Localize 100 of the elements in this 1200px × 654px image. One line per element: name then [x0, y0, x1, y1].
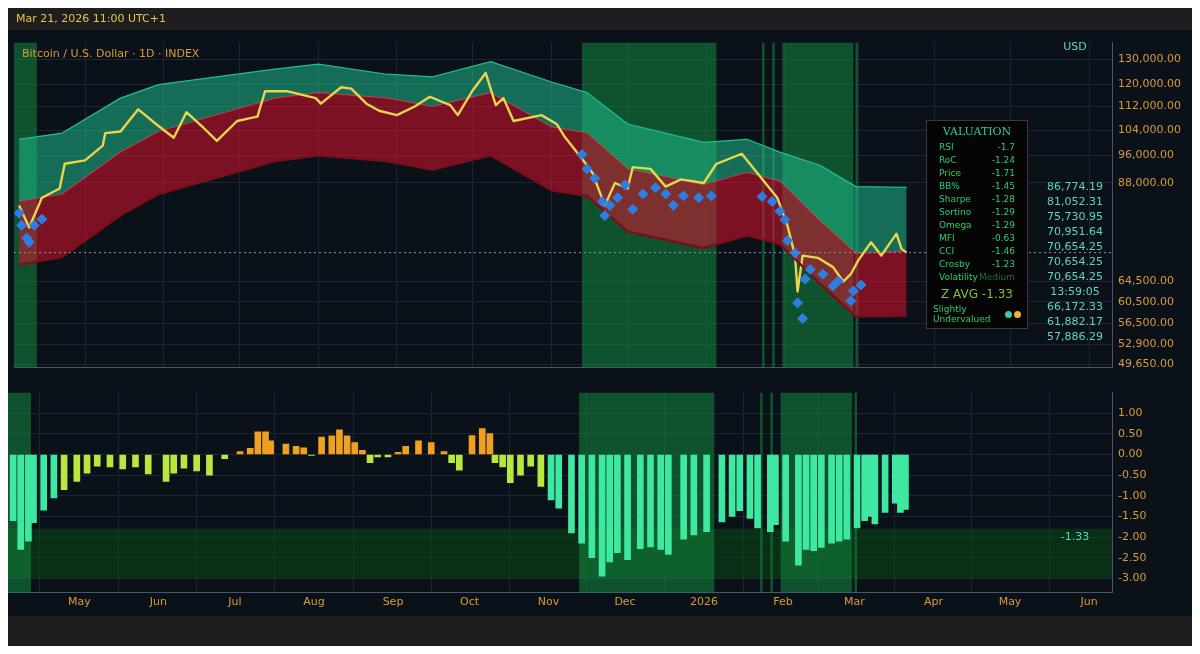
x-tick-label: Sep: [382, 595, 404, 609]
annotation: 70,951.64: [1046, 225, 1104, 239]
point: [599, 210, 611, 222]
bar: [881, 454, 889, 513]
x-tick-label: Apr: [924, 595, 944, 609]
point: [766, 196, 778, 208]
point: [799, 273, 811, 285]
bar: [40, 454, 48, 511]
bar: [718, 454, 726, 523]
bar: [527, 454, 535, 467]
point: [756, 191, 768, 203]
point: [667, 199, 679, 211]
y-tick-label: -1.00: [1118, 488, 1147, 502]
category-label: Crosby: [939, 258, 971, 271]
bar: [119, 454, 127, 470]
point: [650, 182, 662, 194]
category-label: Volatility: [939, 271, 978, 284]
point: [36, 213, 48, 225]
bar: [132, 454, 139, 468]
annotation: 70,654.25: [1046, 270, 1104, 284]
y-tick-label: 130,000.00: [1118, 52, 1181, 66]
data-label: -1.7: [997, 141, 1015, 154]
y-tick-label: 1.00: [1118, 406, 1143, 420]
point: [604, 199, 616, 211]
bar: [427, 442, 435, 455]
point: [797, 313, 809, 325]
bar: [193, 454, 200, 472]
point: [779, 214, 791, 226]
point: [832, 275, 844, 287]
point: [845, 295, 857, 307]
point: [16, 219, 28, 231]
data-label: -1.29: [991, 206, 1015, 219]
bar: [537, 454, 545, 487]
x-tick-label: May: [998, 595, 1022, 609]
point: [774, 205, 786, 217]
point: [660, 188, 672, 200]
bar: [221, 454, 229, 459]
x-tick-label: May: [68, 595, 92, 609]
y-tick-label: -1.50: [1118, 509, 1147, 523]
category-label: RoC: [939, 154, 957, 167]
y-tick-label: 104,000.00: [1118, 122, 1181, 136]
bar: [647, 454, 654, 548]
point: [789, 247, 801, 259]
x-tick-label: Feb: [773, 595, 793, 609]
x-tick-label: 2026: [690, 595, 719, 609]
point: [705, 190, 717, 202]
point: [28, 219, 40, 231]
y-tick-label: 0.00: [1118, 447, 1143, 461]
point: [589, 172, 601, 184]
category-label: MFI: [939, 232, 955, 245]
bar: [578, 454, 585, 544]
point: [693, 192, 705, 204]
data-label: -1.71: [991, 167, 1015, 180]
chart-subtitle: Mar 21, 2026 11:00 UTC+1: [8, 8, 1192, 30]
bar: [517, 454, 524, 476]
data-label: -1.46: [991, 245, 1015, 258]
y-tick-label: 49,650.00: [1118, 357, 1174, 371]
x-tick-label: Dec: [614, 595, 636, 609]
y-tick-label: 64,500.00: [1118, 274, 1174, 288]
data-label: Medium: [979, 271, 1015, 284]
x-tick-label: Jul: [227, 595, 242, 609]
category-label: Omega: [939, 219, 972, 232]
data-label: -1.23: [991, 258, 1015, 271]
annotation: -1.33: [1059, 530, 1091, 544]
bar: [73, 454, 81, 482]
bar: [703, 454, 710, 533]
point: [14, 207, 25, 219]
category-label: BB%: [939, 180, 960, 193]
category-label: Sortino: [939, 206, 972, 219]
bar: [93, 454, 101, 467]
annotation: 66,172.33: [1046, 300, 1104, 314]
chart-title: Bitcoin / U.S. Dollar · 1D · INDEX: [22, 46, 200, 60]
data-label: -1.29: [991, 219, 1015, 232]
point: [817, 268, 829, 280]
category-label: RSI: [939, 141, 954, 154]
annotation: Slightly Undervalued: [933, 304, 992, 324]
y-tick-label: -0.50: [1118, 468, 1147, 482]
y-tick-label: 0.50: [1118, 426, 1143, 440]
y-tick-label: 96,000.00: [1118, 148, 1174, 162]
bar: [588, 454, 596, 559]
annotation: 81,052.31: [1046, 195, 1104, 209]
annotation: USD: [1062, 40, 1088, 54]
annotation: 75,730.95: [1046, 210, 1104, 224]
data-label: -1.45: [991, 180, 1015, 193]
x-tick-label: Jun: [1079, 595, 1098, 609]
annotation: 13:59:05: [1049, 285, 1101, 299]
y-tick-label: -2.00: [1118, 529, 1147, 543]
bar: [236, 451, 244, 455]
annotation: 70,654.25: [1046, 240, 1104, 254]
data-label: -0.63: [991, 232, 1015, 245]
text: VALUATION: [941, 125, 1013, 138]
y-tick-label: 120,000.00: [1118, 77, 1181, 91]
y-tick-label: -2.50: [1118, 550, 1147, 564]
annotation: 57,886.29: [1046, 330, 1104, 344]
point: [677, 190, 689, 202]
bar: [206, 454, 213, 476]
point: [612, 192, 624, 204]
y-tick-label: 52,900.00: [1118, 337, 1174, 351]
y-tick-label: 56,500.00: [1118, 316, 1174, 330]
category-label: Sharpe: [939, 193, 971, 206]
